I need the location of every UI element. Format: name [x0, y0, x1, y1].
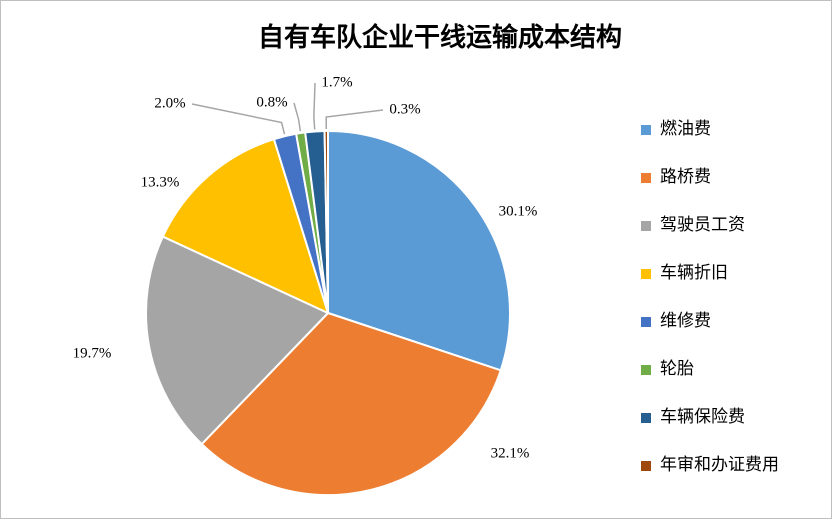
- legend-swatch: [641, 317, 651, 327]
- legend-swatch: [641, 461, 651, 471]
- legend-label: 车辆保险费: [660, 407, 745, 426]
- legend-label: 驾驶员工资: [660, 215, 745, 234]
- pie-slice: [200, 311, 503, 496]
- pie-slice: [323, 129, 329, 314]
- legend-swatch: [641, 365, 651, 375]
- legend-label: 轮胎: [660, 359, 694, 378]
- legend-swatch: [641, 413, 651, 423]
- legend-label: 燃油费: [660, 119, 711, 138]
- data-label: 0.3%: [389, 101, 420, 117]
- data-label: 32.1%: [491, 445, 530, 461]
- chart-title: 自有车队企业干线运输成本结构: [258, 22, 622, 52]
- legend-swatch: [641, 221, 651, 231]
- pie-slice: [145, 235, 330, 446]
- leader-line: [325, 109, 384, 130]
- leader-line: [293, 102, 302, 132]
- legend-swatch: [641, 125, 651, 135]
- data-label: 1.7%: [321, 74, 352, 90]
- data-label: 2.0%: [154, 95, 185, 111]
- data-label: 0.8%: [256, 94, 287, 110]
- leader-line: [191, 103, 286, 135]
- legend-label: 维修费: [660, 311, 711, 330]
- data-label: 19.7%: [73, 345, 112, 361]
- pie-slice: [327, 129, 511, 372]
- legend-swatch: [641, 173, 651, 183]
- leader-line: [313, 82, 316, 130]
- legend-swatch: [641, 269, 651, 279]
- legend-label: 年审和办证费用: [660, 455, 779, 474]
- legend-label: 路桥费: [660, 167, 711, 186]
- data-label: 30.1%: [499, 203, 538, 219]
- data-label: 13.3%: [141, 174, 180, 190]
- legend-label: 车辆折旧: [660, 263, 728, 282]
